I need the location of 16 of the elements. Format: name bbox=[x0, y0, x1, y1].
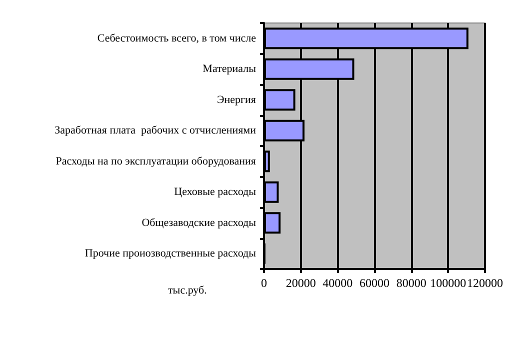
y-tick-label: Прочие проиозводственные расходы bbox=[84, 248, 257, 260]
y-tick-label: Материалы bbox=[202, 63, 257, 76]
y-tick-label: Расходы на по эксплуатации оборудования bbox=[56, 155, 256, 168]
y-tick-label: Энергия bbox=[217, 94, 256, 106]
y-tick-label: Общезаводские расходы bbox=[142, 216, 257, 229]
y-tick-label: Заработная плата рабочих с отчислениями bbox=[54, 124, 256, 137]
x-axis-title: тыс.руб. bbox=[168, 284, 208, 296]
x-tick-label: 60000 bbox=[360, 276, 390, 290]
y-tick-label: Себестоимость всего, в том числе bbox=[97, 32, 256, 44]
x-tick-label: 0 bbox=[261, 276, 267, 290]
x-tick-label: 120000 bbox=[467, 276, 503, 290]
y-tick-label: Цеховые расходы bbox=[174, 186, 257, 198]
x-tick-label: 80000 bbox=[396, 276, 426, 290]
x-tick-label: 40000 bbox=[322, 276, 353, 290]
x-tick-label: 100000 bbox=[430, 276, 466, 290]
x-tick-label: 20000 bbox=[286, 276, 316, 290]
